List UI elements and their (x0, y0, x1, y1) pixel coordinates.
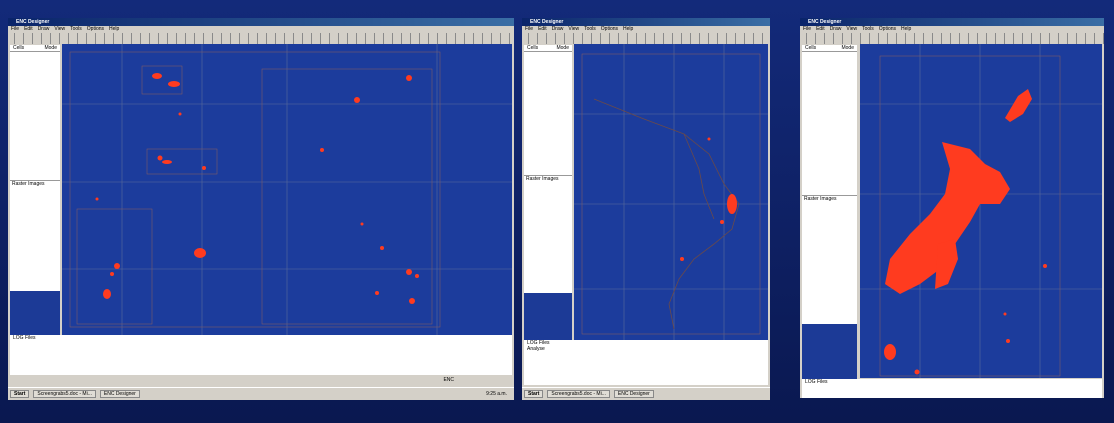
menu-item[interactable]: Edit (538, 26, 547, 32)
menu-item[interactable]: Tools (862, 26, 874, 32)
app-window: ENC Designer File Edit Draw View Tools Option… (522, 18, 770, 400)
raster-label[interactable]: Raster Images (802, 195, 857, 202)
log-label: LOG Files (10, 335, 512, 341)
menu-bar: File Edit Draw View Tools Options Help (522, 26, 770, 33)
start-button[interactable]: Start (524, 390, 543, 398)
toolbar[interactable] (8, 33, 514, 44)
task-item[interactable]: Screengrabs5.doc - Mi... (547, 390, 609, 398)
menu-item[interactable]: File (11, 26, 19, 32)
raster-label[interactable]: Raster Images (10, 180, 60, 187)
menu-item[interactable]: File (525, 26, 533, 32)
app-window: ENC Designer File Edit Draw View Tools Option… (800, 18, 1104, 398)
map[interactable] (574, 44, 768, 340)
menu-item[interactable]: Options (87, 26, 104, 32)
clock: 9:25 a.m. (483, 391, 510, 397)
menu-item[interactable]: View (568, 26, 579, 32)
menu-item[interactable]: Help (623, 26, 633, 32)
menu-item[interactable]: View (846, 26, 857, 32)
menu-item[interactable]: View (54, 26, 65, 32)
task-item[interactable]: ENC Designer (614, 390, 654, 398)
cells-label[interactable]: Cells (13, 45, 24, 51)
map[interactable] (860, 44, 1102, 378)
menu-item[interactable]: Options (879, 26, 896, 32)
status-bar: ENC (8, 376, 514, 385)
menu-item[interactable]: Draw (38, 26, 50, 32)
toolbar[interactable] (522, 33, 770, 44)
taskbar: Start Screengrabs5.doc - Mi... ENC Desig… (8, 387, 514, 400)
task-item[interactable]: Screengrabs5.doc - Mi... (33, 390, 95, 398)
menu-item[interactable]: Draw (830, 26, 842, 32)
menu-item[interactable]: Draw (552, 26, 564, 32)
menu-item[interactable]: Tools (584, 26, 596, 32)
sidebar: Cells Mode Raster Images (10, 45, 60, 336)
menu-item[interactable]: Help (109, 26, 119, 32)
sidebar: Cells Mode Raster Images (802, 45, 857, 379)
toolbar[interactable] (800, 33, 1104, 44)
mode-label[interactable]: Mode (556, 45, 569, 51)
cells-label[interactable]: Cells (527, 45, 538, 51)
log-panel: LOG Files Analyse (524, 340, 768, 385)
menu-item[interactable]: File (803, 26, 811, 32)
log-label: LOG Files (802, 379, 1102, 385)
side-panel (802, 324, 857, 379)
mode-label[interactable]: Mode (841, 45, 854, 51)
log-line: Analyse (524, 346, 768, 352)
menu-item[interactable]: Help (901, 26, 911, 32)
sidebar: Cells Mode Raster Images (524, 45, 572, 341)
task-item[interactable]: ENC Designer (100, 390, 140, 398)
cells-label[interactable]: Cells (805, 45, 816, 51)
side-panel (10, 291, 60, 336)
menu-item[interactable]: Tools (70, 26, 82, 32)
taskbar: Start Screengrabs5.doc - Mi... ENC Desig… (522, 387, 770, 400)
start-button[interactable]: Start (10, 390, 29, 398)
menu-bar: File Edit Draw View Tools Options Help (8, 26, 514, 33)
title-bar: ENC Designer (800, 18, 1104, 26)
mode-label[interactable]: Mode (44, 45, 57, 51)
title-bar: ENC Designer (8, 18, 514, 26)
map[interactable] (62, 44, 512, 335)
screenshot: ENC Designer File Edit Draw View Tools Option… (0, 0, 1114, 423)
log-panel: LOG Files (10, 335, 512, 375)
status-text: ENC (443, 377, 454, 383)
menu-item[interactable]: Edit (24, 26, 33, 32)
app-window: ENC Designer File Edit Draw View Tools Option… (8, 18, 514, 400)
menu-item[interactable]: Options (601, 26, 618, 32)
menu-item[interactable]: Edit (816, 26, 825, 32)
raster-label[interactable]: Raster Images (524, 175, 572, 182)
log-panel: LOG Files (802, 379, 1102, 398)
menu-bar: File Edit Draw View Tools Options Help (800, 26, 1104, 33)
title-bar: ENC Designer (522, 18, 770, 26)
side-panel (524, 293, 572, 341)
